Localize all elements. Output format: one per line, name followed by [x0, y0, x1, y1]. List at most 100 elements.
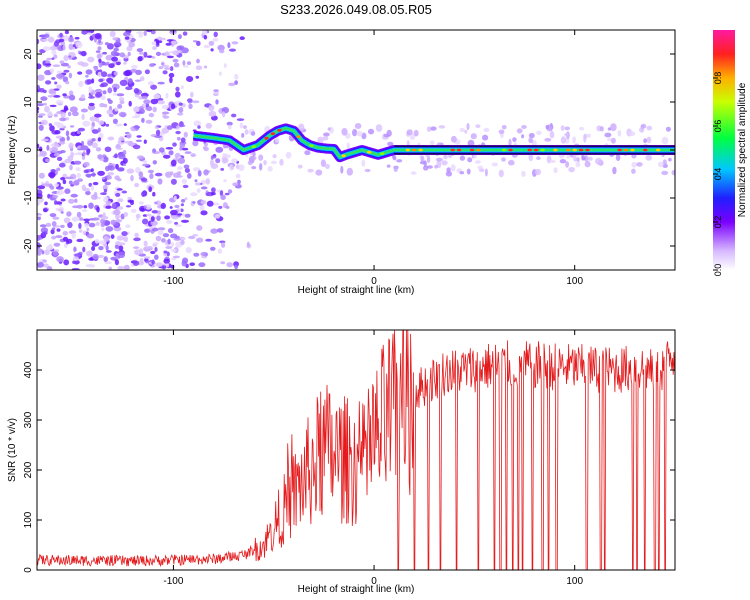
noise-blob — [37, 216, 41, 221]
noise-blob — [227, 42, 231, 49]
noise-blob — [47, 110, 53, 117]
noise-blob — [184, 168, 190, 173]
noise-blob — [143, 139, 147, 144]
noise-blob — [107, 165, 115, 171]
noise-blob — [218, 71, 222, 76]
noise-blob — [78, 217, 84, 221]
noise-blob — [110, 219, 117, 225]
noise-blob — [218, 205, 223, 209]
noise-blob — [438, 125, 446, 129]
noise-blob — [122, 157, 128, 164]
noise-blob — [75, 167, 81, 172]
noise-blob — [72, 260, 76, 264]
noise-blob — [575, 161, 581, 168]
noise-blob — [58, 141, 66, 145]
noise-blob — [166, 55, 174, 59]
noise-blob — [107, 73, 112, 77]
noise-blob — [187, 173, 192, 179]
noise-blob — [177, 112, 184, 116]
noise-blob — [179, 146, 183, 151]
noise-blob — [178, 102, 183, 106]
noise-blob — [87, 104, 96, 111]
noise-blob — [559, 159, 567, 164]
noise-blob — [65, 176, 74, 180]
noise-blob — [163, 115, 170, 119]
noise-blob — [52, 216, 60, 220]
noise-blob — [122, 150, 127, 155]
noise-blob — [107, 175, 112, 180]
snr-ticks: -100 0 100 0 100 200 300 400 — [23, 330, 675, 587]
noise-blob — [51, 235, 57, 240]
colorbar: 0.0 0.2 0.4 0.6 0.8 Normalized spectral ampl… — [713, 30, 748, 276]
track-peak — [296, 135, 301, 139]
noise-blob — [56, 167, 61, 172]
noise-blob — [521, 170, 526, 177]
noise-blob — [60, 150, 66, 154]
noise-blob — [215, 99, 219, 105]
noise-blob — [176, 50, 182, 54]
noise-blob — [114, 153, 118, 159]
noise-blob — [105, 200, 112, 205]
noise-blob — [483, 127, 490, 133]
noise-blob — [82, 151, 86, 157]
noise-blob — [170, 103, 176, 110]
noise-blob — [188, 103, 193, 110]
noise-blob — [459, 155, 466, 161]
noise-blob — [607, 127, 612, 131]
noise-blob — [51, 221, 57, 227]
noise-blob — [220, 261, 226, 265]
noise-blob — [169, 206, 173, 209]
noise-blob — [106, 61, 110, 65]
noise-blob — [174, 221, 179, 225]
noise-blob — [115, 163, 119, 170]
noise-blob — [115, 61, 121, 66]
noise-blob — [60, 198, 66, 202]
noise-blob — [51, 227, 56, 230]
noise-blob — [48, 123, 53, 127]
noise-blob — [595, 157, 602, 165]
noise-blob — [44, 106, 50, 113]
noise-blob — [131, 64, 138, 69]
colorbar-gradient — [713, 30, 735, 270]
noise-blob — [610, 123, 617, 132]
noise-blob — [304, 150, 311, 156]
noise-blob — [324, 163, 330, 170]
noise-blob — [553, 167, 558, 174]
noise-blob — [586, 133, 591, 138]
track-peak — [418, 148, 423, 152]
noise-blob — [112, 118, 118, 125]
x-tick-label: -100 — [163, 576, 183, 587]
noise-blob — [165, 263, 169, 268]
noise-blob — [196, 58, 200, 64]
noise-blob — [450, 164, 456, 172]
noise-blob — [657, 161, 664, 168]
noise-blob — [82, 246, 86, 253]
noise-blob — [87, 32, 92, 36]
noise-blob — [183, 164, 190, 169]
noise-blob — [450, 135, 457, 143]
y-tick-label: 400 — [23, 361, 34, 378]
noise-blob — [101, 176, 106, 180]
noise-blob — [97, 170, 105, 176]
noise-blob — [116, 93, 125, 97]
noise-blob — [150, 84, 158, 90]
noise-blob — [166, 220, 173, 224]
noise-blob — [72, 217, 78, 222]
noise-blob — [38, 113, 46, 116]
noise-blob — [154, 172, 163, 177]
noise-blob — [224, 154, 231, 159]
noise-blob — [98, 246, 104, 251]
colorbar-tick-label: 0.2 — [713, 216, 723, 229]
noise-blob — [56, 156, 63, 161]
noise-blob — [393, 166, 398, 172]
noise-blob — [205, 122, 213, 129]
noise-blob — [419, 161, 426, 165]
noise-blob — [37, 74, 45, 81]
noise-blob — [176, 45, 183, 51]
noise-blob — [161, 238, 166, 243]
noise-blob — [133, 125, 141, 129]
noise-blob — [146, 213, 152, 217]
noise-blob — [521, 134, 525, 139]
snr-series-line — [37, 330, 675, 570]
noise-blob — [182, 184, 189, 189]
